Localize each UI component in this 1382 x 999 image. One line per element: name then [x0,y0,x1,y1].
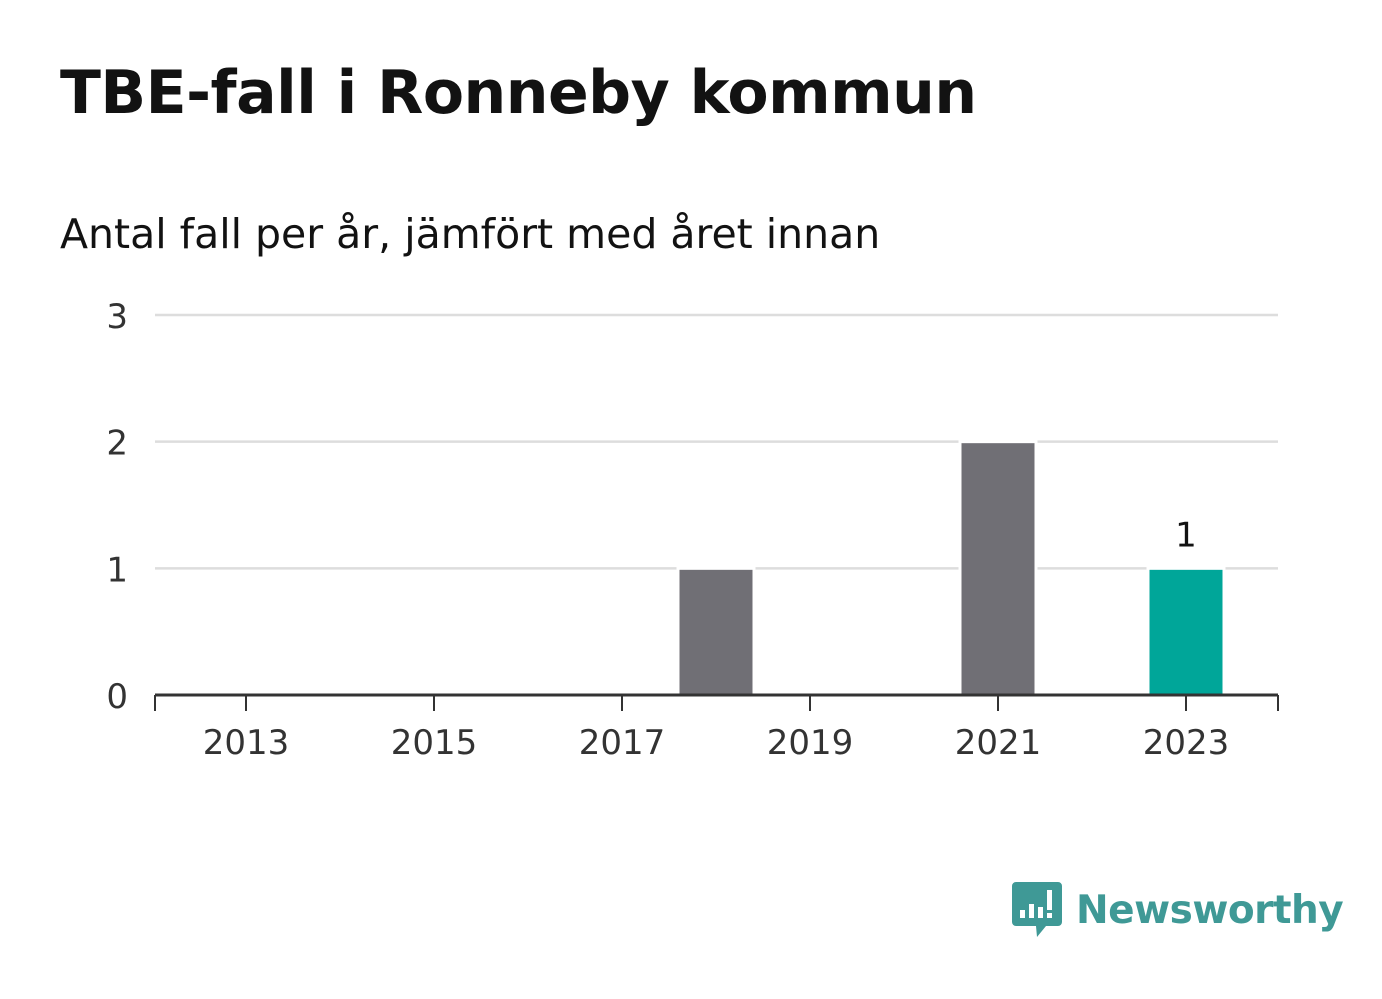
axes [154,693,1279,711]
bar [958,440,1038,697]
brand-name: Newsworthy [1076,887,1344,933]
y-tick-label: 0 [106,677,128,717]
chart-subtitle: Antal fall per år, jämfört med året inna… [60,210,881,258]
x-tick-label: 2013 [203,723,290,763]
x-tick-label: 2021 [955,723,1042,763]
grid-lines [155,313,1278,570]
y-tick-label: 1 [106,550,128,590]
brand-logo: Newsworthy [1010,880,1344,940]
chart-title: TBE-fall i Ronneby kommun [60,58,977,128]
labels: 0 1 2 3 1 2013 2015 2017 2019 2021 2023 [106,297,1229,763]
data-label: 1 [1175,515,1197,555]
x-tick-label: 2015 [391,723,478,763]
x-tick-label: 2017 [579,723,666,763]
bar [676,566,756,697]
y-tick-label: 2 [106,424,128,464]
newsworthy-logo-icon [1012,882,1062,937]
bar [1146,566,1226,697]
x-tick-label: 2019 [767,723,854,763]
y-tick-label: 3 [106,297,128,337]
x-tick-label: 2023 [1143,723,1230,763]
